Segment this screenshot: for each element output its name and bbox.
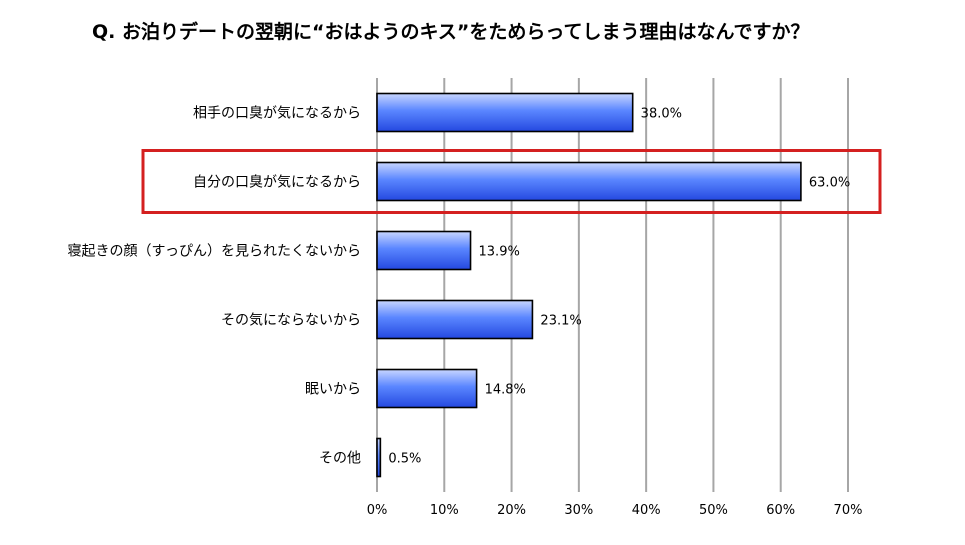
data-label: 13.9% [479,245,520,260]
data-label: 0.5% [388,452,421,467]
data-label: 63.0% [809,176,850,191]
data-label: 23.1% [540,314,581,329]
data-label: 14.8% [485,383,526,398]
category-label: 寝起きの顔（すっぴん）を見られたくないから [68,243,361,260]
x-tick-label: 70% [834,503,863,518]
category-label: 眠いから [305,382,361,398]
category-label: 相手の口臭が気になるから [193,106,361,122]
highlight-box [141,149,882,214]
bar [376,437,382,478]
bar [376,299,534,340]
bar [376,161,802,202]
bar [376,368,478,409]
chart-title: Q. お泊りデートの翌朝に“おはようのキス”をためらってしまう理由はなんですか？ [92,20,810,43]
data-label: 38.0% [641,107,682,122]
x-tick-label: 50% [699,503,728,518]
category-label: 自分の口臭が気になるから [193,175,361,191]
bar [376,92,634,133]
x-tick-label: 40% [632,503,661,518]
x-tick-label: 0% [367,503,388,518]
category-label: その他 [319,451,361,467]
x-tick-label: 60% [766,503,795,518]
bar [376,230,472,271]
x-tick-label: 10% [430,503,459,518]
x-tick-label: 20% [497,503,526,518]
x-tick-label: 30% [564,503,593,518]
category-label: その気にならないから [221,313,361,329]
